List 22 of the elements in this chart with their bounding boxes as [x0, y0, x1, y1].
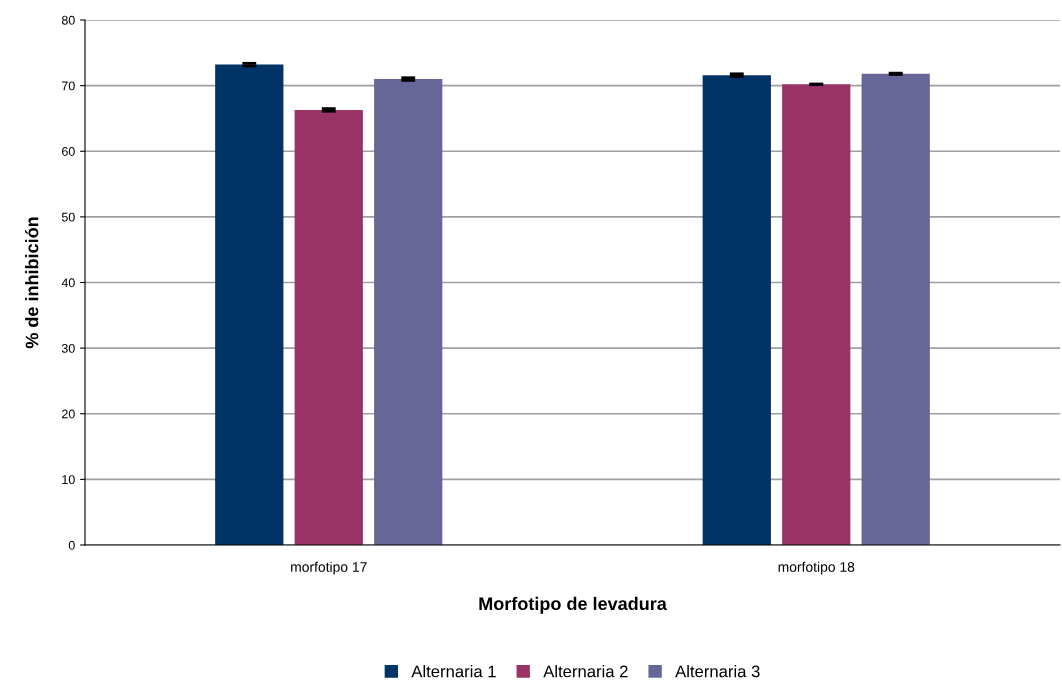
y-tick-label: 20: [62, 409, 75, 419]
legend-label: Alternaria 2: [543, 665, 628, 678]
bar: [374, 79, 443, 545]
y-tick-label: 60: [62, 147, 75, 156]
y-tick-label: 30: [61, 343, 75, 353]
bar: [861, 73, 930, 545]
x-tick-label: morfotipo 18: [778, 561, 855, 575]
x-axis-title: Morfotipo de levadura: [479, 596, 667, 614]
legend-label: Alternaria 1: [411, 665, 496, 678]
legend-label: Alternaria 3: [675, 665, 760, 678]
y-tick-label: 10: [62, 475, 75, 485]
bar: [215, 64, 284, 545]
y-tick-label: 80: [61, 15, 75, 25]
y-tick-label: 0: [68, 540, 75, 550]
y-axis-title: % de inhibición: [24, 217, 39, 349]
bar: [294, 109, 363, 545]
bar: [782, 84, 851, 545]
y-tick-label: 70: [62, 81, 75, 91]
bar: [702, 75, 771, 545]
y-tick-label: 40: [61, 278, 75, 288]
y-tick-label: 50: [61, 212, 75, 222]
x-tick-label: morfotipo 17: [291, 561, 367, 575]
